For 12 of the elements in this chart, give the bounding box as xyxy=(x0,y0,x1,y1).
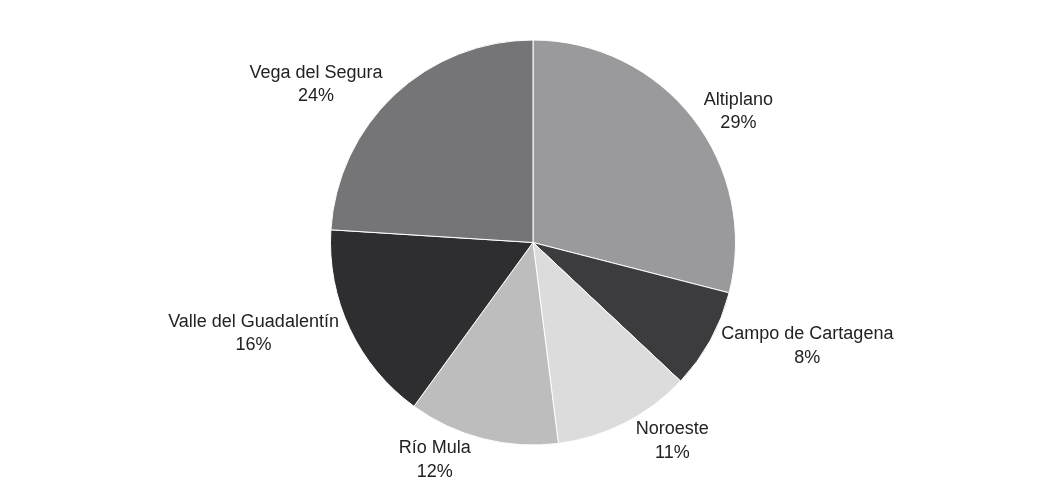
slice-label: Vega del Segura xyxy=(249,61,384,82)
slice-label: Noroeste xyxy=(635,418,709,439)
slice-label: Valle del Guadalentín xyxy=(168,310,339,331)
data-label: 16% xyxy=(235,334,272,355)
data-label: 11% xyxy=(654,441,690,462)
data-label: 8% xyxy=(794,346,821,367)
data-label: 24% xyxy=(297,85,335,106)
data-label: 29% xyxy=(720,111,757,132)
slice-label: Campo de Cartagena xyxy=(721,323,895,344)
data-label: 12% xyxy=(416,460,453,481)
slice-label: Río Mula xyxy=(398,437,472,458)
slice-label: Altiplano xyxy=(703,88,773,109)
